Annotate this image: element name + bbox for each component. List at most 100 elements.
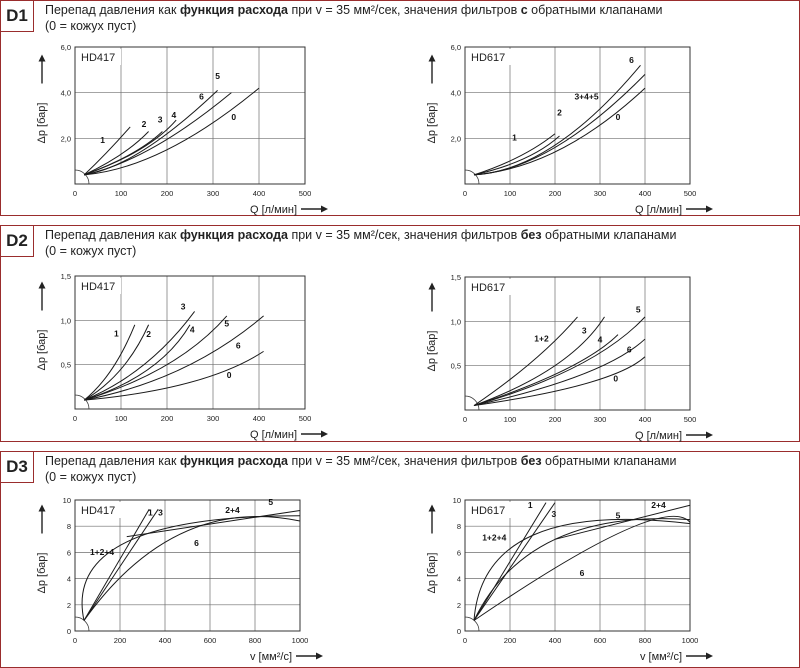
title-part: при v = 35 мм²/сек, значения фильтров — [287, 3, 521, 17]
curve-label: 4 — [598, 335, 603, 345]
curve-label: 5 — [268, 497, 273, 507]
section-d2: D2 Перепад давления как функция расхода … — [0, 225, 800, 442]
y-tick-label: 8 — [67, 522, 71, 531]
y-tick-label: 1,0 — [451, 317, 461, 326]
y-tick-label: 2,0 — [451, 134, 461, 143]
y-tick-label: 10 — [453, 496, 461, 505]
y-axis-label: Δp [бар] — [426, 331, 438, 372]
x-axis-label: Q [л/мин] — [635, 430, 682, 442]
y-tick-label: 6,0 — [61, 43, 71, 52]
y-tick-label: 4 — [67, 575, 71, 584]
series-line-5 — [84, 315, 228, 401]
x-tick-label: 100 — [115, 189, 128, 198]
y-tick-label: 0 — [457, 627, 461, 636]
y-axis-arrowhead — [428, 282, 436, 290]
curve-label: 2 — [146, 329, 151, 339]
series-line-5 — [473, 316, 646, 407]
y-tick-label: 2 — [457, 601, 461, 610]
x-tick-label: 400 — [639, 189, 652, 198]
x-tick-label: 200 — [549, 415, 562, 424]
curve-label: 2 — [142, 119, 147, 129]
x-axis-arrowhead — [321, 205, 328, 213]
series-line-0 — [473, 356, 646, 407]
x-axis-label: Q [л/мин] — [250, 204, 297, 216]
section-subtitle: (0 = кожух пуст) — [45, 19, 137, 33]
curve-label: 6 — [580, 568, 585, 578]
origin-arc — [74, 616, 90, 632]
series-line-2 — [83, 324, 150, 401]
curve-label: 1 — [114, 328, 119, 338]
chart-title: HD417 — [81, 52, 115, 64]
curve-label: 5 — [224, 319, 229, 329]
series-line-0 — [84, 87, 260, 176]
x-tick-label: 500 — [684, 189, 697, 198]
curve-label: 6 — [627, 344, 632, 354]
x-tick-label: 200 — [114, 636, 127, 645]
series-line-3 — [473, 502, 556, 621]
chart-title: HD617 — [471, 282, 505, 294]
x-tick-label: 300 — [594, 189, 607, 198]
curve-label: 0 — [616, 112, 621, 122]
section-subtitle: (0 = кожух пуст) — [45, 470, 137, 484]
title-bg — [467, 279, 511, 295]
section-title: Перепад давления как функция расхода при… — [45, 453, 785, 485]
curve-label: 1+2+4 — [482, 533, 506, 543]
chart-title: HD617 — [471, 505, 505, 517]
curve-label: 2 — [557, 108, 562, 118]
curve-label: 4 — [190, 325, 195, 335]
series-line-2 — [473, 135, 560, 176]
y-tick-label: 6 — [67, 548, 71, 557]
plot-frame — [74, 46, 306, 185]
x-tick-label: 0 — [463, 415, 467, 424]
x-tick-label: 0 — [463, 189, 467, 198]
curve-label: 6 — [236, 341, 241, 351]
title-part: Перепад давления как — [45, 228, 180, 242]
title-part-bold: функция расхода — [179, 228, 288, 242]
x-axis-label: Q [л/мин] — [635, 204, 682, 216]
curve-label: 0 — [227, 370, 232, 380]
y-axis-arrowhead — [38, 504, 46, 512]
title-part: Перепад давления как — [45, 3, 180, 17]
series-line-1 — [473, 133, 556, 176]
x-tick-label: 800 — [639, 636, 652, 645]
x-tick-label: 0 — [463, 636, 467, 645]
x-tick-label: 400 — [549, 636, 562, 645]
title-bg — [77, 278, 121, 294]
title-part: обратными клапанами — [541, 228, 677, 242]
title-part: обратными клапанами — [541, 454, 677, 468]
title-part-bold: без — [520, 228, 542, 242]
x-tick-label: 1000 — [682, 636, 699, 645]
title-bg — [467, 49, 511, 65]
x-tick-label: 100 — [115, 414, 128, 423]
curve-label: 1 — [512, 133, 517, 143]
origin-arc — [464, 616, 480, 632]
title-part-bold: функция расхода — [179, 454, 288, 468]
x-axis-arrowhead — [706, 431, 713, 439]
title-part: при v = 35 мм²/сек, значения фильтров — [287, 228, 521, 242]
x-tick-label: 800 — [249, 636, 262, 645]
x-tick-label: 400 — [253, 189, 266, 198]
series-line-2 — [83, 131, 149, 176]
curve-label: 1+2 — [534, 334, 549, 344]
y-axis-label: Δp [бар] — [36, 103, 48, 144]
y-axis-label: Δp [бар] — [36, 330, 48, 371]
curve-label: 3 — [181, 302, 186, 312]
curve-label: 3 — [582, 326, 587, 336]
series-line-4 — [84, 119, 177, 176]
title-part-bold: без — [520, 454, 542, 468]
y-tick-label: 2,0 — [61, 134, 71, 143]
curve-label: 3 — [158, 114, 163, 124]
curve-label: 6 — [194, 538, 199, 548]
chart-title: HD417 — [81, 281, 115, 293]
x-tick-label: 300 — [207, 414, 220, 423]
section-title: Перепад давления как функция расхода при… — [45, 227, 785, 259]
series-line-6 — [84, 92, 232, 176]
series-line-0 — [473, 87, 646, 176]
y-tick-label: 10 — [63, 496, 71, 505]
x-tick-label: 200 — [161, 189, 174, 198]
x-axis-arrowhead — [321, 430, 328, 438]
x-tick-label: 200 — [161, 414, 174, 423]
x-tick-label: 500 — [684, 415, 697, 424]
curve-label: 3+4+5 — [574, 92, 598, 102]
